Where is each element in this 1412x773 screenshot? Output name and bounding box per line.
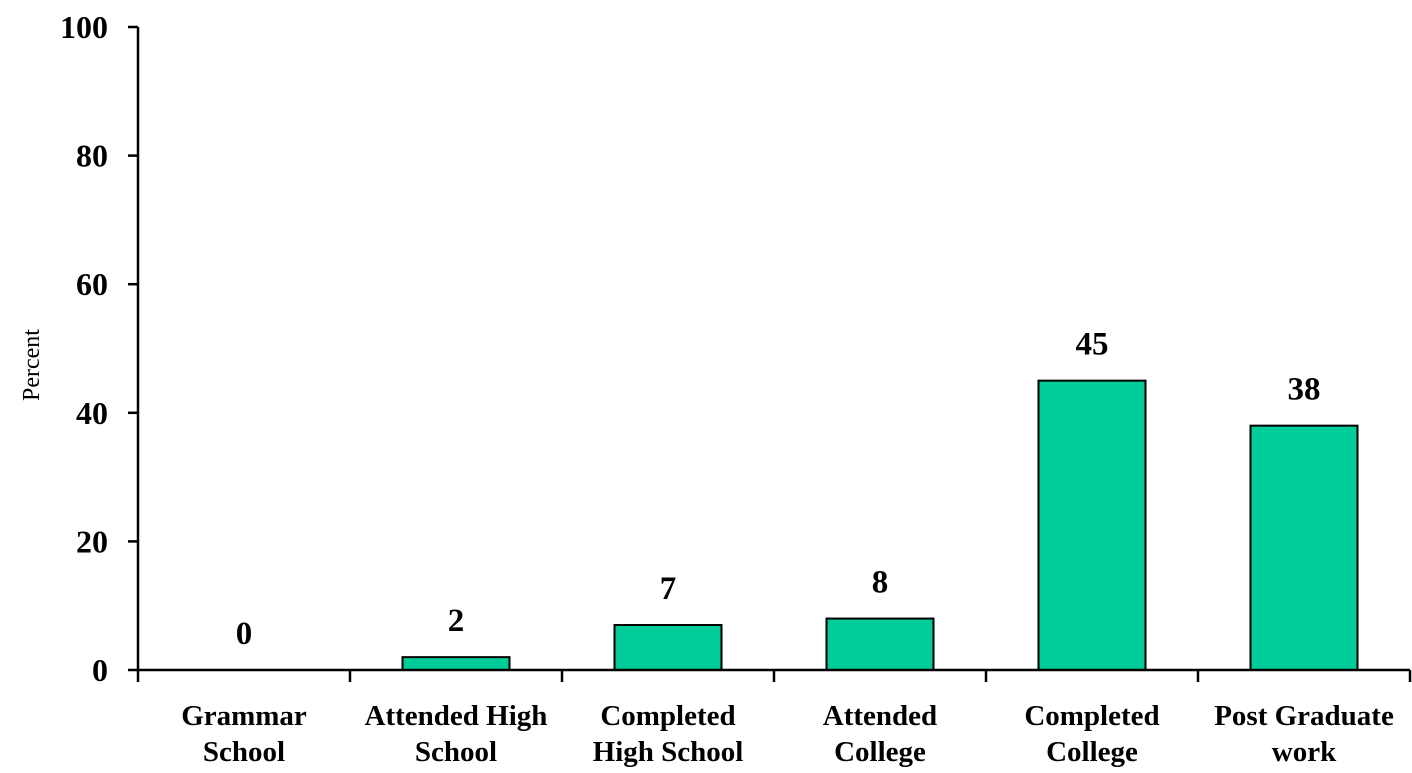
bar bbox=[1249, 424, 1359, 671]
x-category-label: Completed College bbox=[1024, 700, 1159, 768]
x-axis-tick-labels: Grammar School Attended High School Complete… bbox=[181, 700, 1394, 768]
bar-value-label: 0 bbox=[236, 616, 253, 652]
bar bbox=[825, 617, 935, 671]
x-category-label: Attended High School bbox=[365, 700, 548, 768]
y-axis-ticks bbox=[128, 25, 138, 672]
x-category-label: Completed High School bbox=[593, 700, 744, 768]
bar bbox=[1037, 379, 1147, 671]
bar-series bbox=[401, 379, 1359, 672]
x-category-label: Grammar School bbox=[181, 700, 307, 768]
y-tick-label: 20 bbox=[76, 523, 108, 559]
bar-value-label: 38 bbox=[1288, 372, 1321, 408]
bar-value-label: 45 bbox=[1076, 327, 1109, 363]
bar bbox=[613, 623, 723, 671]
y-tick-label: 100 bbox=[60, 9, 108, 45]
bar bbox=[401, 656, 511, 672]
x-category-label: Post Graduate work bbox=[1214, 700, 1394, 768]
bar-value-label: 8 bbox=[872, 565, 889, 601]
y-tick-label: 0 bbox=[92, 652, 108, 688]
bar-value-label: 7 bbox=[660, 571, 677, 607]
y-tick-label: 80 bbox=[76, 138, 108, 174]
bar-value-label: 2 bbox=[448, 603, 465, 639]
x-axis-ticks bbox=[136, 670, 1412, 682]
y-axis-label: Percent bbox=[19, 329, 45, 401]
y-tick-label: 40 bbox=[76, 395, 108, 431]
x-category-label: Attended College bbox=[823, 700, 937, 768]
data-labels: 0 2 7 8 45 38 bbox=[236, 327, 1321, 652]
y-axis-tick-labels: 0 20 40 60 80 100 bbox=[60, 9, 108, 688]
y-tick-label: 60 bbox=[76, 266, 108, 302]
